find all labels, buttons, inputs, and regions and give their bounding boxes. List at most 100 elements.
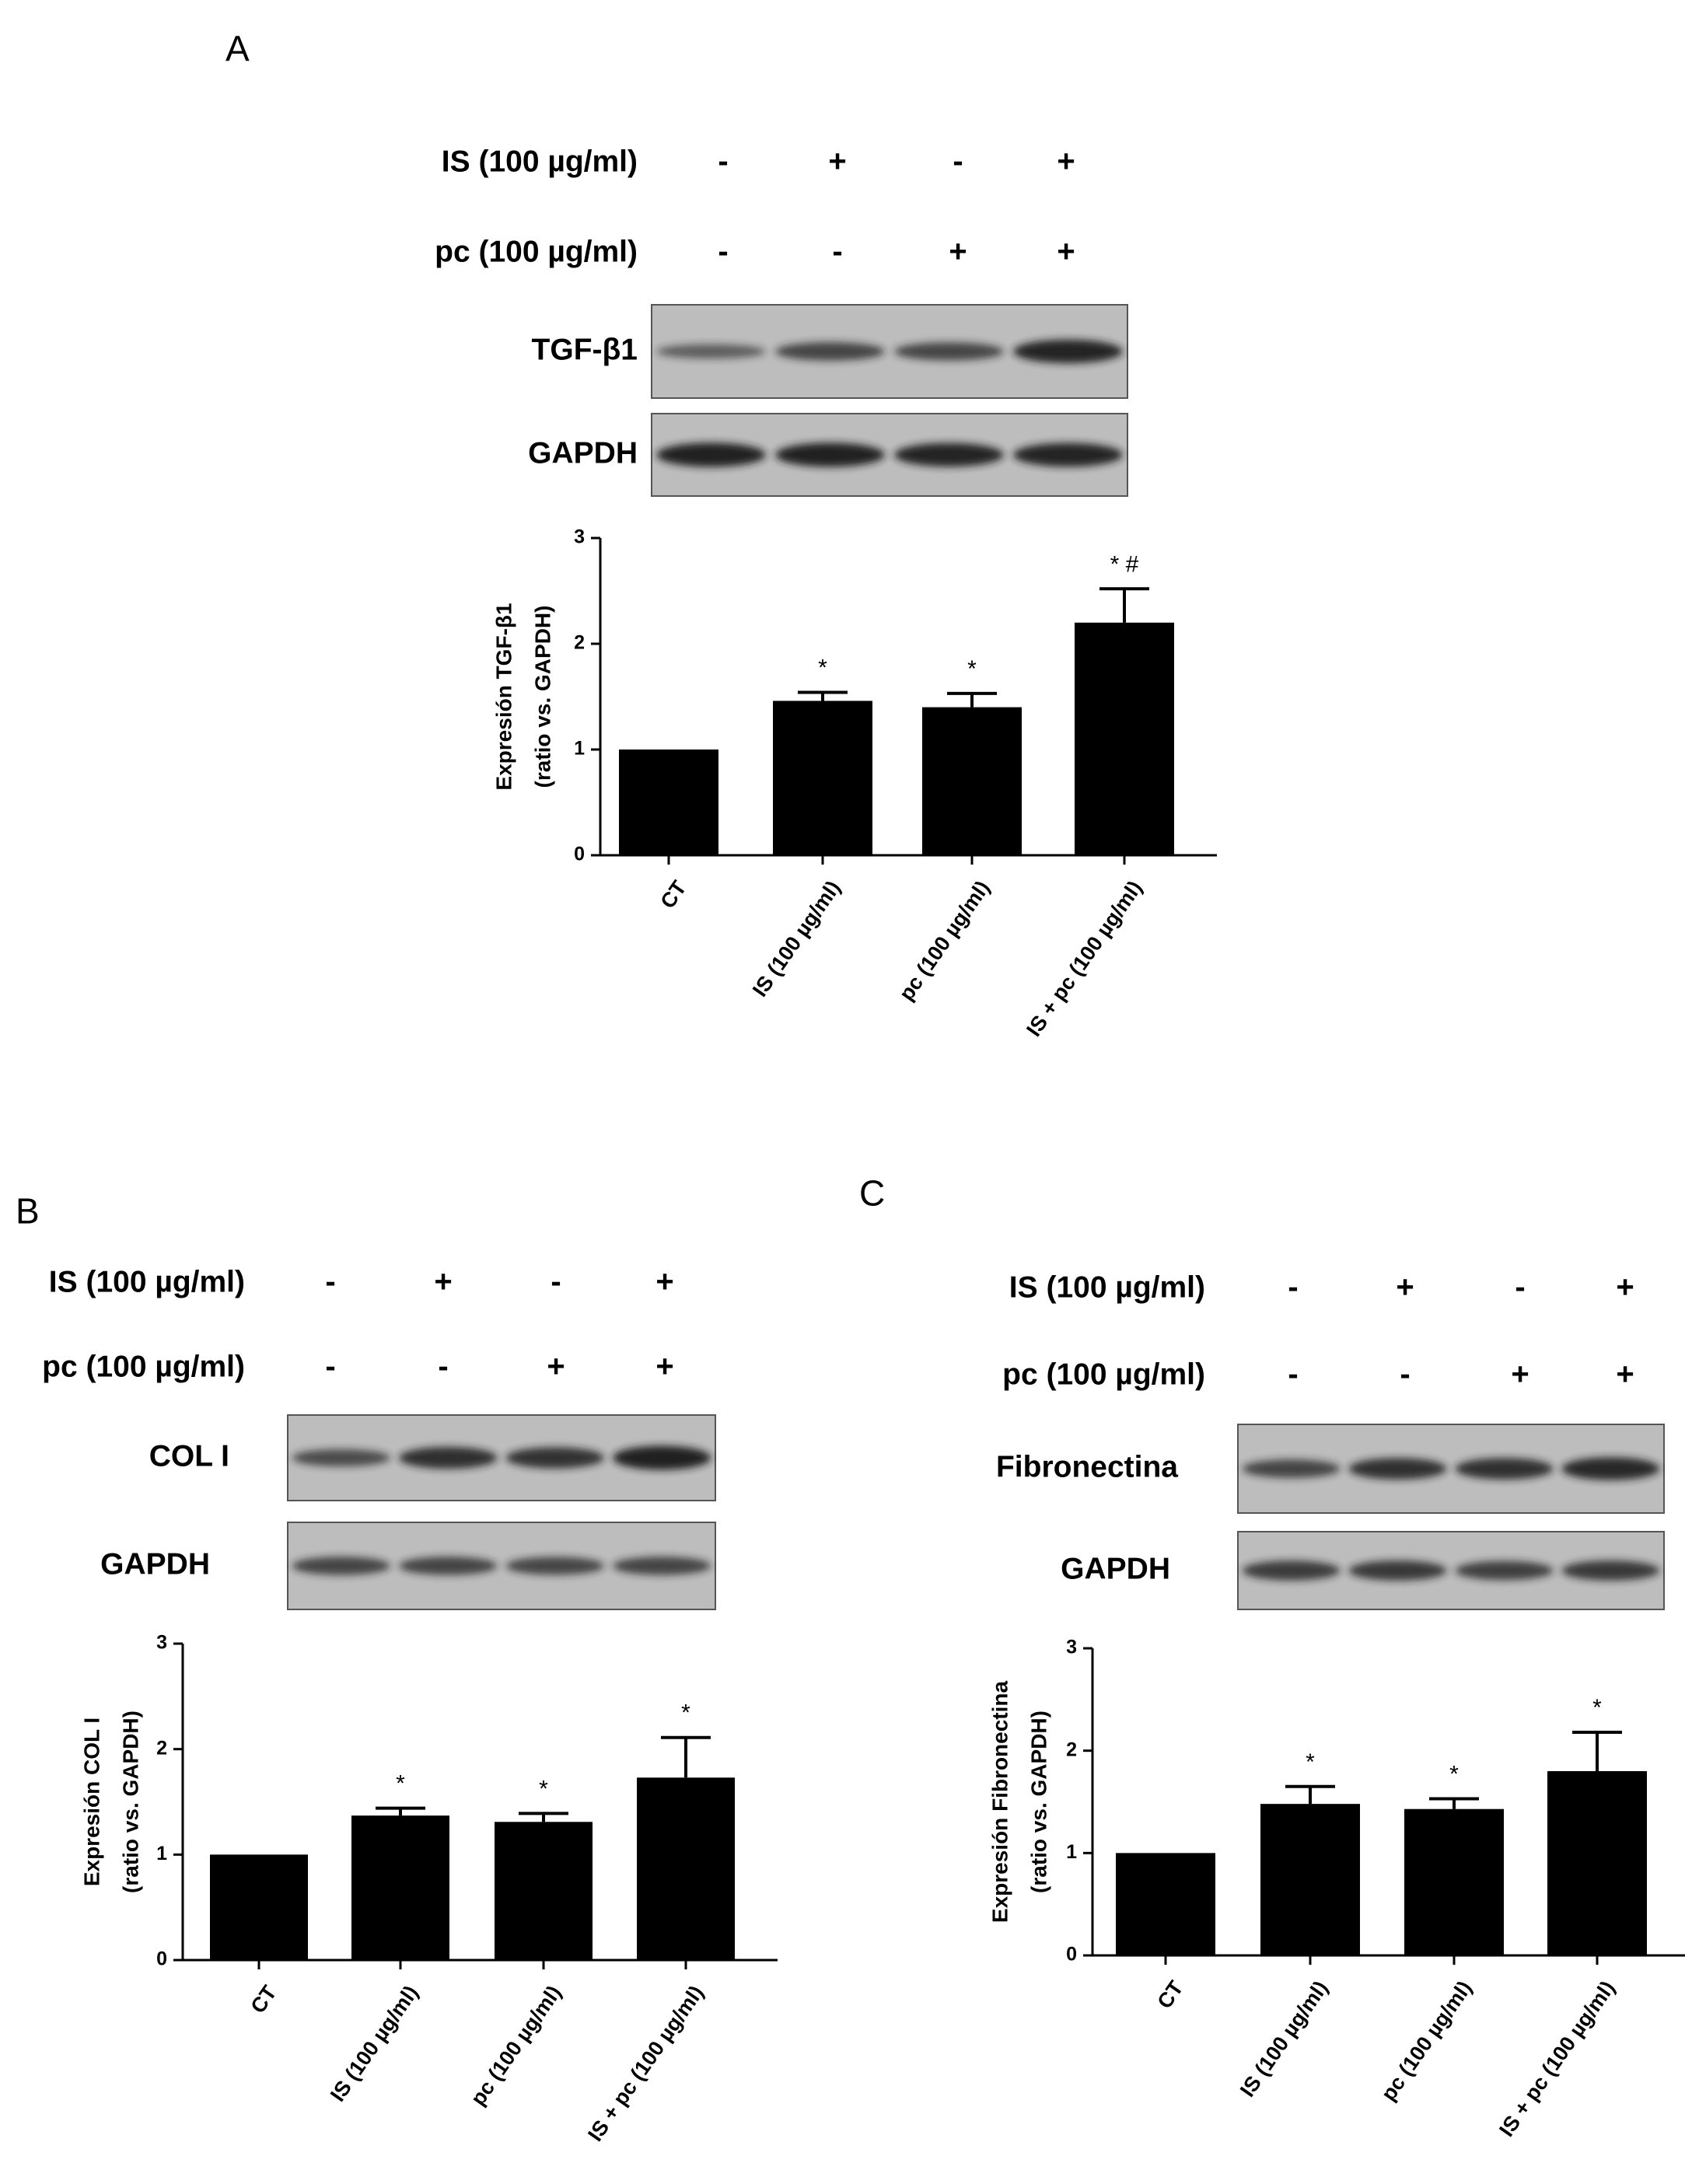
treatment-sign-minus: -: [1515, 1270, 1525, 1305]
treatment-row-label: pc (100 µg/ml): [435, 235, 638, 268]
treatment-row-label: IS (100 µg/ml): [1009, 1270, 1205, 1304]
blot-band: [1348, 1560, 1447, 1581]
blot-band: [292, 1448, 390, 1467]
blot-band: [1455, 1560, 1554, 1581]
blot-band: [1348, 1458, 1447, 1480]
blot-band: [1013, 339, 1123, 364]
bar: [210, 1854, 308, 1960]
x-tick-label: pc (100 µg/ml): [1376, 1976, 1476, 2105]
bar-chart: 0 1 2 3 Expresión TGF-β1 (ratio vs. GAPDH) CT *…: [491, 526, 1217, 1041]
treatment-sign-minus: -: [718, 145, 728, 179]
blot-label: TGF-β1: [532, 333, 638, 366]
treatment-sign-minus: -: [325, 1350, 335, 1384]
significance-marker: *: [818, 655, 827, 681]
bar: [1116, 1853, 1215, 1955]
bar: [637, 1777, 735, 1960]
western-blot: [651, 304, 1128, 399]
panel-letter: C: [859, 1173, 885, 1214]
treatment-sign-minus: -: [953, 145, 963, 179]
bar: [1404, 1808, 1504, 1955]
blot-band: [1455, 1458, 1554, 1480]
bar: [619, 750, 718, 855]
blot-band: [775, 342, 885, 361]
significance-marker: * #: [1110, 551, 1139, 577]
y-tick-label: 2: [574, 632, 585, 654]
x-tick-label: IS + pc (100 µg/ml): [1022, 876, 1146, 1040]
y-tick-label: 3: [156, 1632, 167, 1654]
y-tick-label: 1: [574, 738, 585, 760]
blot-band: [656, 442, 766, 467]
blot-band: [656, 344, 766, 359]
y-tick-label: 0: [574, 844, 585, 865]
x-tick-label: CT: [655, 876, 691, 913]
x-tick-label: pc (100 µg/ml): [894, 876, 994, 1005]
panel-c: C IS (100 µg/ml) - + - + pc (100 µg/ml) - - + + Fib…: [859, 1173, 1685, 2141]
treatment-sign-plus: +: [1616, 1358, 1634, 1392]
significance-marker: *: [539, 1776, 548, 1801]
bar-chart: 0 1 2 3 Expresión COL I (ratio vs. GAPDH) CT * I…: [79, 1632, 778, 2146]
blot-label: GAPDH: [1061, 1552, 1170, 1585]
blot-label: COL I: [149, 1439, 229, 1473]
blot-band: [894, 342, 1004, 361]
treatment-sign-plus: +: [547, 1350, 565, 1384]
treatment-sign-minus: -: [325, 1265, 335, 1299]
bar: [1260, 1804, 1360, 1955]
treatment-sign-minus: -: [438, 1350, 448, 1384]
bar: [1547, 1771, 1647, 1955]
panel-letter: A: [225, 29, 250, 69]
treatment-row-label: IS (100 µg/ml): [442, 145, 638, 178]
blot-band: [399, 1557, 498, 1575]
treatment-row-label: pc (100 µg/ml): [42, 1350, 245, 1383]
y-tick-label: 2: [1066, 1738, 1077, 1760]
blot-band: [894, 442, 1004, 467]
treatment-sign-plus: +: [828, 145, 846, 179]
significance-marker: *: [1592, 1695, 1602, 1721]
x-tick-label: CT: [1152, 1976, 1188, 2013]
y-axis-label: (ratio vs. GAPDH): [1026, 1711, 1051, 1893]
y-axis-label: Expresión COL I: [79, 1717, 103, 1886]
significance-marker: *: [681, 1700, 690, 1726]
bar: [351, 1815, 449, 1960]
x-tick-label: IS (100 µg/ml): [748, 876, 845, 1001]
y-axis-label: Expresión Fibronectina: [988, 1680, 1012, 1923]
treatment-sign-plus: +: [949, 235, 967, 269]
y-tick-label: 1: [156, 1843, 167, 1864]
y-tick-label: 0: [156, 1948, 167, 1970]
significance-marker: *: [1306, 1749, 1315, 1775]
treatment-row-label: pc (100 µg/ml): [1002, 1358, 1205, 1391]
x-tick-label: IS (100 µg/ml): [326, 1981, 423, 2105]
blot-band: [1242, 1459, 1341, 1478]
blot-band: [505, 1557, 604, 1575]
treatment-sign-plus: +: [1057, 145, 1075, 179]
x-tick-label: IS + pc (100 µg/ml): [1494, 1976, 1619, 2140]
treatment-sign-plus: +: [1616, 1270, 1634, 1305]
y-tick-label: 3: [574, 526, 585, 548]
treatment-sign-plus: +: [1511, 1358, 1529, 1392]
bar: [1075, 622, 1174, 855]
treatment-sign-plus: +: [1396, 1270, 1414, 1305]
blot-band: [613, 1445, 711, 1470]
x-tick-label: CT: [246, 1981, 281, 2018]
blot-band: [613, 1557, 711, 1575]
x-tick-label: pc (100 µg/ml): [466, 1981, 565, 2109]
blot-label: GAPDH: [100, 1547, 210, 1581]
y-tick-label: 1: [1066, 1841, 1077, 1863]
panel-letter: B: [16, 1191, 40, 1232]
significance-marker: *: [396, 1771, 405, 1797]
bar: [773, 701, 872, 855]
treatment-sign-plus: +: [655, 1265, 673, 1299]
blot-band: [1242, 1560, 1341, 1581]
y-tick-label: 2: [156, 1737, 167, 1759]
blot-band: [1561, 1560, 1660, 1581]
bar-chart: 0 1 2 3 Expresión Fibronectina (ratio vs. GAP…: [988, 1637, 1685, 2141]
western-blot: [651, 413, 1128, 497]
blot-band: [399, 1446, 498, 1469]
y-tick-label: 3: [1066, 1637, 1077, 1658]
treatment-row-label: IS (100 µg/ml): [49, 1265, 245, 1298]
blot-label: Fibronectina: [996, 1450, 1178, 1483]
blot-band: [775, 442, 885, 467]
treatment-sign-minus: -: [1288, 1270, 1298, 1305]
treatment-sign-minus: -: [1288, 1358, 1298, 1392]
treatment-sign-plus: +: [434, 1265, 452, 1299]
